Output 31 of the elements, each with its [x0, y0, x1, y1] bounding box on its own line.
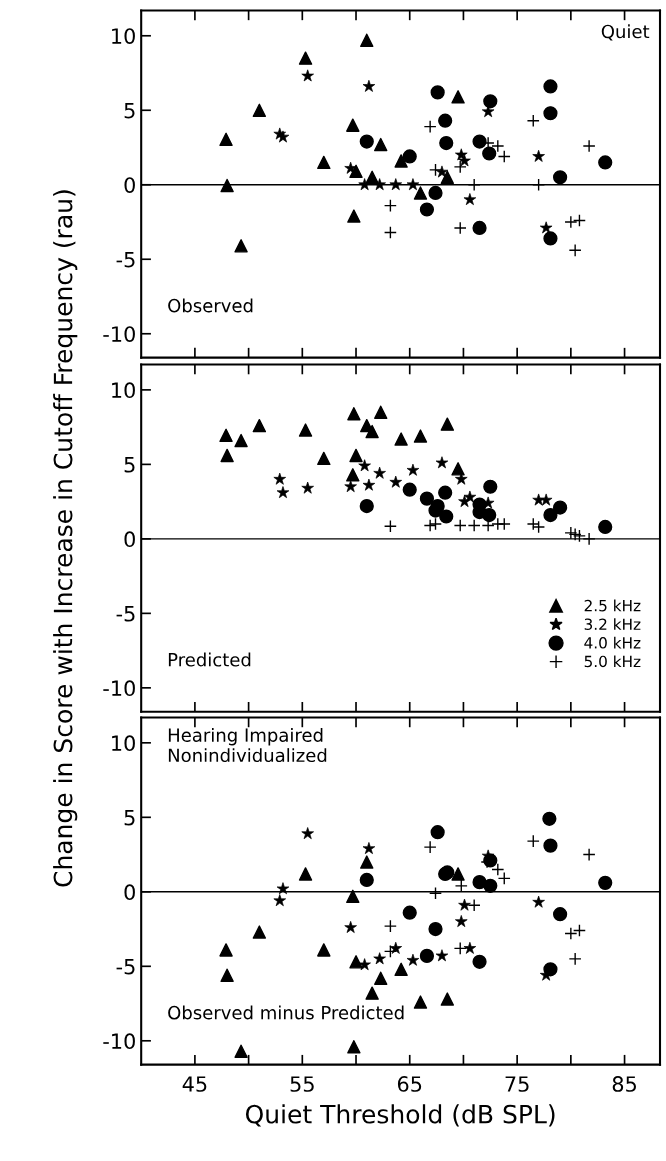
- x-tick-label: 65: [397, 1076, 422, 1092]
- y-tick-label: -5: [116, 251, 135, 268]
- annotation: Observed: [168, 298, 253, 313]
- y-tick-label: -5: [116, 606, 135, 622]
- y-tick-label: 10: [112, 382, 135, 399]
- x-tick-label: 75: [505, 1076, 529, 1092]
- y-tick-label: 0: [124, 884, 135, 901]
- y-tick-label: 5: [124, 103, 135, 119]
- y-tick-label: 10: [112, 735, 135, 752]
- legend-label: 5.0 kHz: [584, 655, 641, 668]
- annotation: Predicted: [168, 652, 251, 667]
- legend-label: 2.5 kHz: [584, 599, 641, 612]
- y-tick-label: 0: [124, 531, 135, 548]
- legend-label: 4.0 kHz: [584, 636, 641, 649]
- y-tick-label: 5: [124, 810, 135, 826]
- y-tick-label: -10: [103, 326, 135, 342]
- y-tick-label: -5: [116, 959, 135, 975]
- y-tick-label: -10: [103, 1033, 135, 1050]
- annotation: Hearing Impaired Nonindividualized: [168, 727, 327, 763]
- annotation: Observed minus Predicted: [168, 1005, 404, 1020]
- legend-label: 3.2 kHz: [584, 618, 641, 630]
- y-tick-label: -10: [103, 680, 135, 697]
- y-tick-label: 5: [124, 457, 135, 473]
- x-axis-title: Quiet Threshold (dB SPL): [245, 1104, 555, 1127]
- x-tick-label: 45: [182, 1076, 207, 1092]
- y-tick-label: 10: [112, 28, 135, 44]
- x-tick-label: 85: [612, 1076, 636, 1092]
- x-tick-label: 55: [290, 1076, 314, 1092]
- y-tick-label: 0: [124, 177, 135, 193]
- annotation: Quiet: [601, 24, 650, 41]
- y-axis-title: Change in Score with Increase in Cutoff Frequency (rau): [53, 190, 78, 887]
